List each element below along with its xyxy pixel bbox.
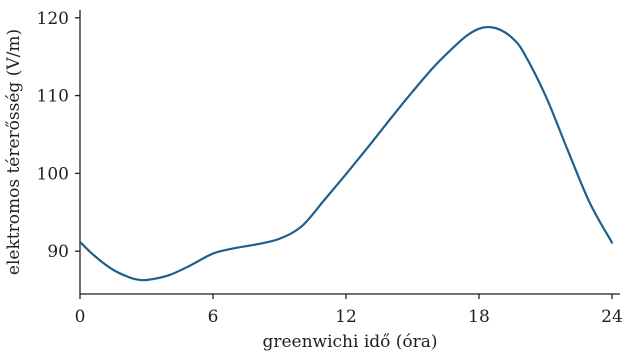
y-ticks: 90 100 110 120 <box>37 9 80 262</box>
x-ticks: 0 6 12 18 24 <box>75 294 623 327</box>
y-tick-label: 110 <box>37 87 69 107</box>
y-axis-label: elektromos térerősség (V/m) <box>4 29 24 275</box>
axes <box>79 10 620 295</box>
x-tick-label: 0 <box>75 307 86 327</box>
y-tick-label: 90 <box>47 242 69 262</box>
x-tick-label: 18 <box>468 307 490 327</box>
x-tick-label: 12 <box>335 307 357 327</box>
series-line-0 <box>78 25 614 282</box>
y-tick-label: 120 <box>37 9 69 29</box>
x-axis-label: greenwichi idő (óra) <box>262 332 437 352</box>
series-layer <box>78 25 614 282</box>
x-tick-label: 24 <box>601 307 623 327</box>
y-tick-label: 100 <box>37 164 69 184</box>
x-tick-label: 6 <box>208 307 219 327</box>
